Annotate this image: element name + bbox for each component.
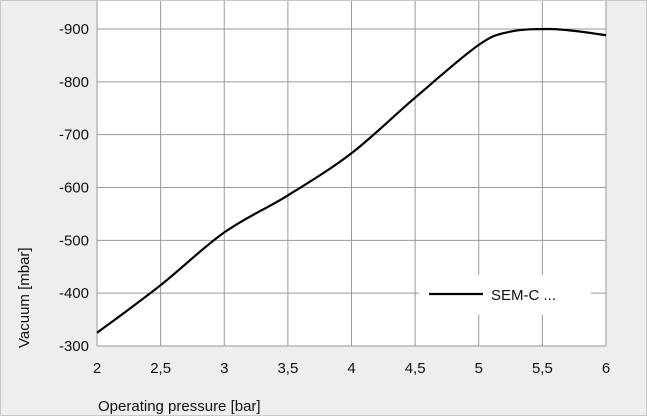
x-tick-label: 4,5 (405, 360, 426, 377)
series-line (96, 27, 607, 334)
legend-label: SEM-C ... (491, 287, 556, 304)
x-tick-label: 3 (220, 360, 228, 377)
y-tick-label: -900 (59, 21, 89, 38)
y-tick-label: -400 (59, 285, 89, 302)
x-tick-label: 2 (93, 360, 101, 377)
x-tick-label: 4 (347, 360, 355, 377)
y-tick-label: -500 (59, 232, 89, 249)
y-tick-label: -300 (59, 338, 89, 355)
y-tick-labels: -900 -800 -700 -600 -500 -400 -300 (59, 21, 89, 355)
x-tick-label: 2,5 (150, 360, 171, 377)
y-tick-label: -700 (59, 127, 89, 144)
x-tick-label: 5 (475, 360, 483, 377)
y-tick-label: -600 (59, 180, 89, 197)
x-tick-label: 6 (602, 360, 610, 377)
x-tick-labels: 2 2,5 3 3,5 4 4,5 5 5,5 6 (93, 360, 610, 377)
x-axis-title: Operating pressure [bar] (98, 398, 261, 415)
y-tick-label: -800 (59, 74, 89, 91)
y-axis-title: Vacuum [mbar] (16, 247, 33, 348)
x-tick-label: 5,5 (532, 360, 553, 377)
x-tick-label: 3,5 (277, 360, 298, 377)
series-lines (96, 27, 607, 334)
legend: SEM-C ... (419, 275, 591, 315)
